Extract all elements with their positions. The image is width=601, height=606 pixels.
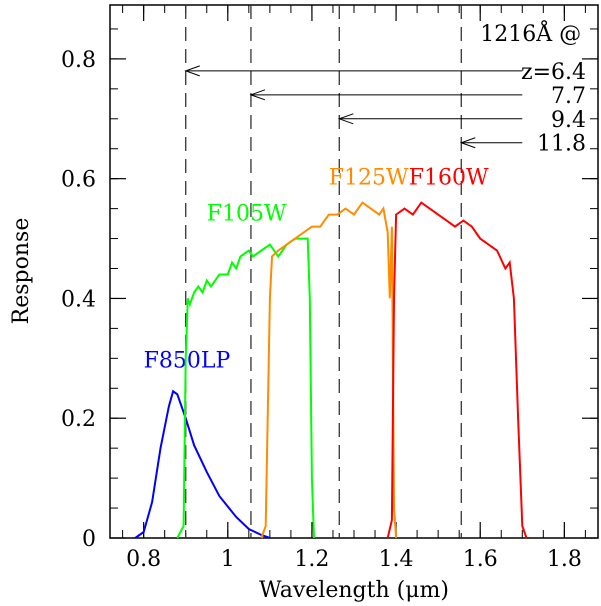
- redshift-annotations: 1216Å @ z=6.47.79.411.8: [184, 19, 586, 157]
- axis-ticks: 0.8 1 1.2 1.4 1.6 1.8 0 0.2 0.4 0.6 0.8: [61, 5, 598, 572]
- arrow-label: 9.4: [551, 108, 586, 133]
- series-line-f105w: [176, 237, 315, 539]
- arrow-head: [249, 89, 266, 101]
- arrow-label: 11.8: [537, 132, 586, 157]
- y-tick-label: 0.4: [61, 287, 96, 312]
- x-tick-label: 1: [221, 547, 235, 572]
- y-tick-label: 0: [82, 527, 96, 552]
- series-line-f160w: [386, 201, 528, 539]
- arrow-head: [337, 113, 354, 125]
- series-label-f105w: F105W: [207, 202, 287, 227]
- series-line-f850lp: [134, 389, 271, 539]
- arrow-head: [184, 65, 200, 77]
- lyman-alpha-lines: [185, 5, 462, 538]
- y-tick-label: 0.8: [61, 48, 96, 73]
- x-axis-title: Wavelength (μm): [259, 578, 449, 603]
- arrow-label: z=6.4: [521, 60, 586, 85]
- series-label-f160w: F160W: [409, 166, 489, 191]
- x-tick-label: 1.6: [463, 547, 498, 572]
- series-label-f850lp: F850LP: [144, 348, 231, 373]
- annotation-header: 1216Å @: [480, 19, 581, 47]
- filter-curves: F850LP F105W F125W F160W: [134, 166, 528, 539]
- x-tick-label: 1.2: [294, 547, 329, 572]
- y-tick-label: 0.2: [61, 407, 96, 432]
- x-tick-label: 0.8: [126, 547, 161, 572]
- plot-frame: [109, 4, 599, 539]
- arrow-head: [459, 137, 476, 149]
- series-label-f125w: F125W: [329, 166, 409, 191]
- y-axis-title: Response: [9, 218, 34, 325]
- x-tick-label: 1.8: [547, 547, 582, 572]
- y-tick-label: 0.6: [61, 168, 96, 193]
- x-tick-label: 1.4: [379, 547, 414, 572]
- arrow-label: 7.7: [551, 84, 586, 109]
- series-line-f125w: [260, 201, 398, 539]
